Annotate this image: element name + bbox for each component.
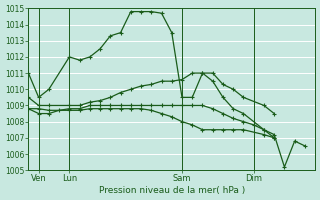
X-axis label: Pression niveau de la mer( hPa ): Pression niveau de la mer( hPa ) — [99, 186, 245, 195]
